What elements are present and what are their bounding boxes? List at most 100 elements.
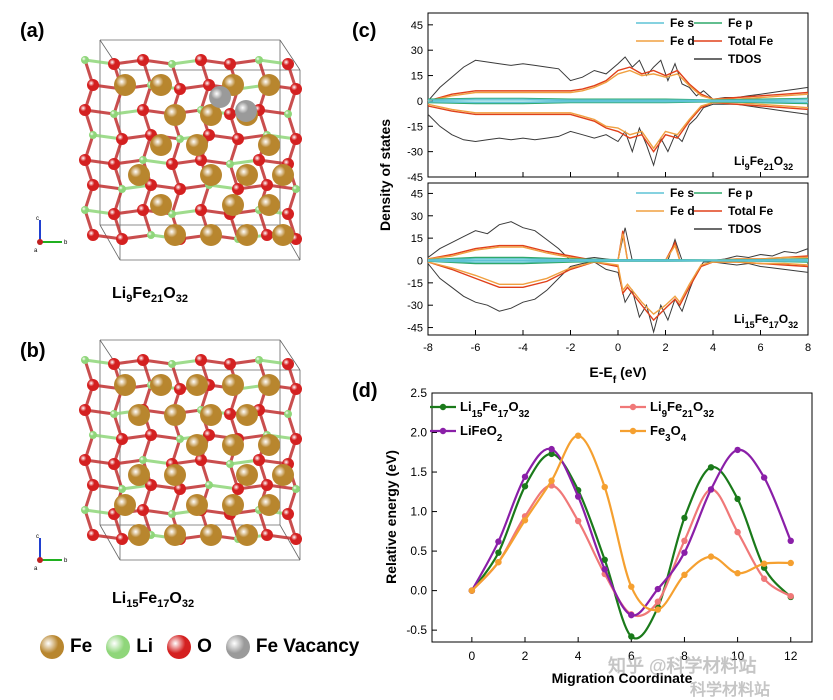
- data-point: [601, 556, 608, 563]
- y-tick-label: 30: [411, 211, 423, 223]
- series-tdos-down: [427, 261, 809, 334]
- legend-label: Li9Fe21O32: [650, 399, 715, 420]
- triad-label-b: b: [64, 558, 68, 564]
- series-line: [470, 447, 792, 617]
- data-point: [734, 495, 741, 503]
- y-tick-label: 15: [411, 233, 423, 245]
- series-lifeo2: [468, 445, 794, 619]
- watermark-line1: 知乎 @科学材料站: [608, 656, 757, 676]
- data-point: [681, 514, 688, 522]
- y-tick-label: -15: [407, 278, 423, 290]
- data-point: [787, 537, 794, 545]
- data-point: [707, 486, 715, 493]
- series-fe-p-up: [427, 97, 809, 101]
- y-tick-label: 2.0: [410, 426, 427, 440]
- x-tick-label: 0: [615, 342, 621, 354]
- legend-label: Fe s: [670, 186, 694, 200]
- legend-label: Fe p: [728, 16, 753, 30]
- data-point: [734, 570, 741, 577]
- triad-label-c: c: [36, 216, 39, 222]
- legend-ball-li: [106, 635, 131, 659]
- x-tick-label: 6: [628, 649, 635, 663]
- legend-label: Total Fe: [728, 204, 773, 218]
- crystal-structure-b: [79, 339, 302, 561]
- legend-label: Fe d: [670, 34, 695, 48]
- series-fe-d-down: [427, 261, 809, 316]
- data-point: [707, 464, 715, 471]
- y-tick-label: 0: [417, 96, 423, 108]
- dos-panel-title: Li9Fe21O32: [734, 154, 793, 172]
- data-point: [628, 611, 635, 619]
- legend-label: TDOS: [728, 222, 761, 236]
- dos-panel-title: Li15Fe17O32: [734, 312, 798, 330]
- series-fe-d-up: [427, 69, 809, 102]
- x-tick-label: 2: [662, 342, 668, 354]
- legend-label: Total Fe: [728, 34, 773, 48]
- x-tick-label: -6: [471, 342, 481, 354]
- y-tick-label: -30: [407, 300, 423, 312]
- y-tick-label: 30: [411, 45, 423, 57]
- data-point: [787, 559, 794, 567]
- data-point: [654, 598, 662, 605]
- y-tick-label: 1.0: [410, 505, 427, 519]
- migration-legend: Li15Fe17O32 Li9Fe21O32 LiFeO2 Fe3O4: [430, 399, 715, 444]
- crystal-structure-a: [79, 39, 302, 261]
- legend-ball-fe-vacancy: [225, 635, 250, 659]
- data-point: [601, 483, 608, 491]
- migration-energy-chart: -0.5 0.0 0.5 1.0 1.5 2.0 2.5 0 2 4 6 8 10 12 Li15Fe17O…: [383, 386, 813, 686]
- data-point: [468, 587, 476, 594]
- legend-marker: [629, 403, 637, 411]
- data-point: [574, 517, 582, 525]
- data-point: [760, 575, 768, 582]
- y-tick-label: -45: [407, 323, 423, 335]
- legend-label: TDOS: [728, 52, 761, 66]
- series-total-fe-up: [427, 66, 809, 102]
- data-point: [707, 553, 715, 560]
- x-tick-label: 10: [731, 649, 745, 663]
- x-axis-label: Migration Coordinate: [552, 670, 693, 686]
- triad-label-c: c: [36, 534, 39, 540]
- y-tick-label: 1.5: [410, 465, 427, 479]
- data-point: [787, 592, 794, 600]
- legend-label-fe-vacancy: Fe Vacancy: [255, 636, 360, 657]
- dos-panel-1: -45 -30 -15 0 15 30 45 Fe s Fe p Fe d Total Fe TDOS…: [407, 12, 809, 184]
- x-tick-label: 12: [784, 649, 798, 663]
- data-point: [548, 445, 555, 453]
- y-tick-label: -30: [407, 147, 423, 159]
- data-point: [574, 432, 582, 439]
- triad-label-a: a: [34, 248, 38, 254]
- series-fe-s-up: [427, 258, 809, 261]
- x-axis-label: E-Ef (eV): [589, 364, 646, 385]
- legend-label: LiFeO2: [460, 423, 503, 444]
- legend-marker: [439, 427, 447, 435]
- y-tick-label: 0.5: [410, 544, 427, 558]
- legend-marker: [439, 403, 447, 411]
- y-axis-label: Density of states: [377, 119, 393, 231]
- series-line: [470, 452, 792, 640]
- legend-ball-fe: [40, 635, 64, 659]
- data-point: [495, 538, 502, 545]
- panel-label-c: (c): [352, 20, 377, 42]
- y-tick-label: -0.5: [406, 623, 427, 637]
- legend-label: Fe d: [670, 204, 695, 218]
- formula-a: Li9Fe21O32: [112, 285, 188, 306]
- data-point: [654, 606, 662, 613]
- watermark-line2: 科学材料站: [690, 682, 771, 699]
- data-point: [628, 633, 635, 640]
- triad-label-b: b: [64, 240, 68, 246]
- series-line: [471, 484, 792, 618]
- triad-label-a: a: [34, 566, 38, 572]
- data-point: [495, 549, 502, 556]
- data-point: [681, 537, 688, 545]
- data-point: [548, 477, 555, 484]
- x-tick-label: -8: [423, 342, 433, 354]
- legend-label-o: O: [197, 636, 212, 657]
- data-point: [521, 483, 529, 490]
- data-point: [681, 571, 688, 579]
- legend-label: Fe s: [670, 16, 694, 30]
- y-tick-label: 2.5: [410, 386, 427, 400]
- data-point: [760, 560, 768, 567]
- x-tick-label: 6: [757, 342, 763, 354]
